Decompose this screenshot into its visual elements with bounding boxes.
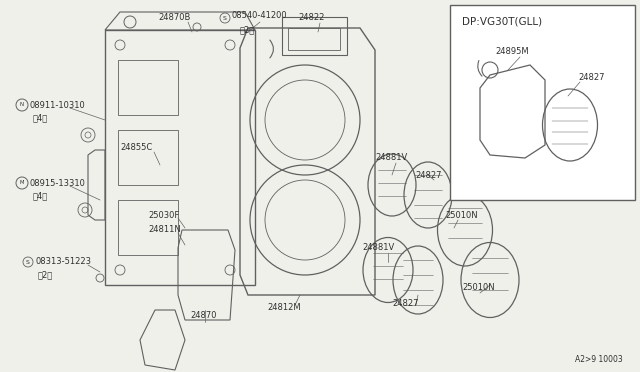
Bar [118,200,178,255]
Text: A2>9 10003: A2>9 10003 [575,356,623,365]
Text: 24895M: 24895M [495,48,529,57]
Text: 24822: 24822 [298,13,324,22]
Text: S: S [26,260,30,264]
Text: （2）: （2） [38,270,53,279]
Text: 24870: 24870 [190,311,216,320]
Bar [118,60,178,115]
Text: 24827: 24827 [415,170,442,180]
Text: 08915-13310: 08915-13310 [30,179,86,187]
Text: （2）: （2） [240,26,255,35]
Text: 25010N: 25010N [445,211,477,219]
Bar [288,28,340,50]
Bar [450,5,635,200]
Bar [118,130,178,185]
Text: 24881V: 24881V [362,244,394,253]
Text: 24870B: 24870B [158,13,190,22]
Text: （4）: （4） [33,192,48,201]
Text: 24827: 24827 [578,74,605,83]
Bar [282,17,347,55]
Text: S: S [223,16,227,20]
Text: 25030F: 25030F [148,211,179,219]
Text: M: M [20,180,24,186]
Text: DP:VG30T(GLL): DP:VG30T(GLL) [462,17,542,27]
Text: 24811N: 24811N [148,225,180,234]
Text: 08313-51223: 08313-51223 [35,257,91,266]
Text: （4）: （4） [33,113,48,122]
Text: N: N [20,103,24,108]
Text: 08911-10310: 08911-10310 [30,100,86,109]
Text: 25010N: 25010N [462,283,495,292]
Text: 24827: 24827 [392,298,419,308]
Text: 08540-41200: 08540-41200 [232,12,287,20]
Text: 24855C: 24855C [120,144,152,153]
Text: 24812M: 24812M [267,304,301,312]
Text: 24881V: 24881V [375,154,407,163]
